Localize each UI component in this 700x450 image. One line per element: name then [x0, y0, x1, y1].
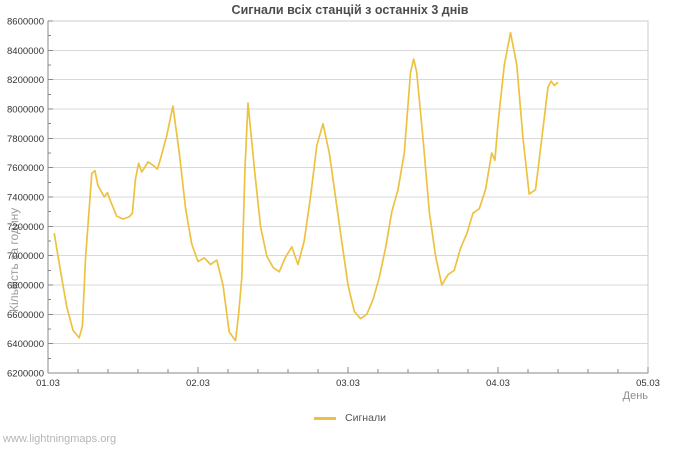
legend: Сигнали: [0, 412, 700, 424]
svg-text:7000000: 7000000: [7, 251, 44, 262]
x-axis-title: День: [622, 390, 648, 402]
svg-text:7200000: 7200000: [7, 222, 44, 233]
svg-text:05.03: 05.03: [636, 378, 660, 389]
svg-text:8200000: 8200000: [7, 75, 44, 86]
legend-line-swatch-icon: [314, 416, 337, 420]
legend-series-label: Сигнали: [345, 412, 386, 424]
svg-text:8600000: 8600000: [7, 17, 44, 28]
svg-text:8400000: 8400000: [7, 46, 44, 57]
svg-text:7600000: 7600000: [7, 163, 44, 174]
svg-text:6400000: 6400000: [7, 339, 44, 350]
svg-text:7400000: 7400000: [7, 193, 44, 204]
svg-text:01.03: 01.03: [36, 378, 60, 389]
svg-text:6600000: 6600000: [7, 310, 44, 321]
svg-text:6800000: 6800000: [7, 281, 44, 292]
chart-title: Сигнали всіх станцій з останніх 3 днів: [231, 3, 469, 17]
watermark-link: www.lightningmaps.org: [3, 433, 117, 445]
svg-text:7800000: 7800000: [7, 134, 44, 145]
svg-text:8000000: 8000000: [7, 105, 44, 116]
svg-text:03.03: 03.03: [336, 378, 360, 389]
svg-text:04.03: 04.03: [486, 378, 510, 389]
svg-text:6200000: 6200000: [7, 369, 44, 380]
svg-text:02.03: 02.03: [186, 378, 210, 389]
